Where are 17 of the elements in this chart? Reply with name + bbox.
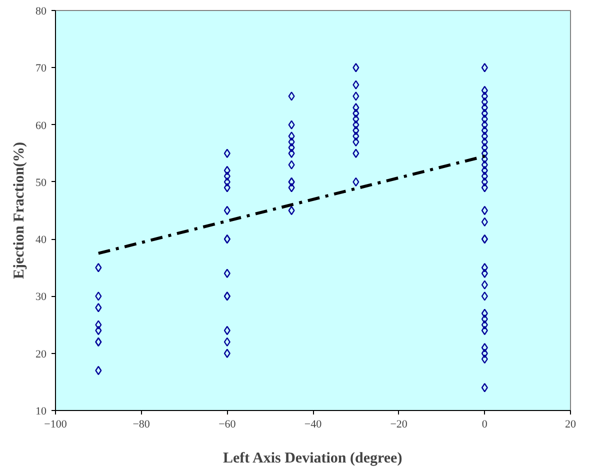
y-axis-title: Ejection Fraction(%) <box>12 142 28 280</box>
y-tick-label: 40 <box>36 234 47 246</box>
x-tick-label: −20 <box>390 418 408 430</box>
x-tick-label: −60 <box>218 418 236 430</box>
y-tick-label: 70 <box>36 62 47 75</box>
x-tick-label: −100 <box>44 418 68 430</box>
y-tick-label: 50 <box>36 176 47 189</box>
x-tick-label: 0 <box>482 418 488 430</box>
x-tick-label: −40 <box>304 418 322 430</box>
y-tick-label: 30 <box>36 291 47 304</box>
y-tick-label: 10 <box>36 406 47 418</box>
x-tick-label: 20 <box>565 418 576 430</box>
x-axis-title: Left Axis Deviation (degree) <box>222 450 402 466</box>
y-tick-label: 80 <box>36 6 47 18</box>
y-tick-label: 20 <box>36 348 47 360</box>
x-tick-label: −80 <box>132 418 150 430</box>
y-tick-label: 60 <box>36 120 47 132</box>
